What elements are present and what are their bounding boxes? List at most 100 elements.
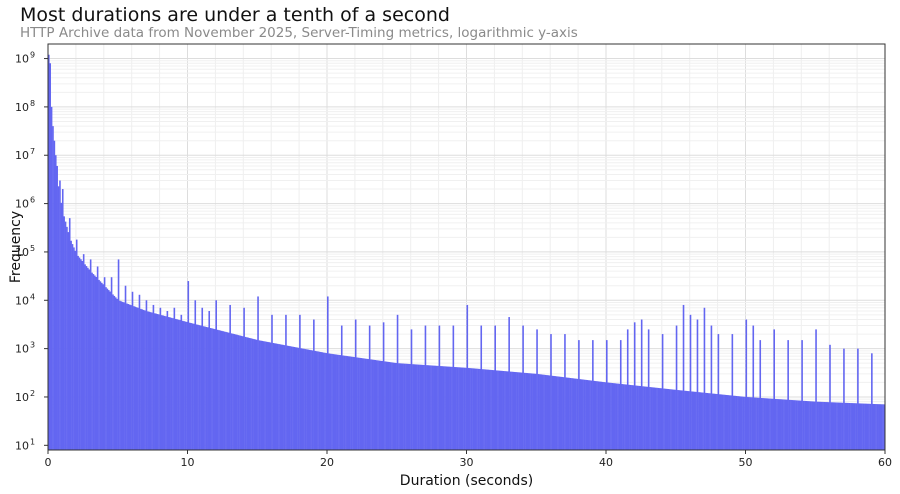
histogram-bar <box>381 361 383 450</box>
histogram-bar <box>141 309 144 450</box>
histogram-bar <box>822 401 824 450</box>
histogram-bar <box>571 378 573 450</box>
histogram-bar <box>661 334 664 450</box>
histogram-bar <box>724 394 727 450</box>
histogram-bar <box>776 399 778 450</box>
histogram-bar <box>785 399 788 450</box>
histogram-bar <box>174 318 177 450</box>
histogram-bar <box>686 391 689 450</box>
histogram-bar <box>783 399 785 450</box>
histogram-bar <box>320 351 322 450</box>
histogram-bar <box>672 389 675 450</box>
histogram-bar <box>325 353 328 450</box>
histogram-bar <box>303 348 305 450</box>
histogram-bar <box>273 343 276 450</box>
histogram-bar <box>378 360 381 450</box>
histogram-bar <box>772 398 774 450</box>
histogram-bar <box>555 376 558 450</box>
histogram-bar <box>324 352 326 450</box>
histogram-bar <box>428 365 431 450</box>
histogram-bar <box>279 344 282 450</box>
histogram-bar <box>497 370 499 450</box>
histogram-bar <box>612 383 615 450</box>
histogram-bar <box>299 314 301 450</box>
histogram-bar <box>522 325 524 450</box>
histogram-bar <box>559 376 562 450</box>
y-tick-label: 10 <box>15 343 29 356</box>
histogram-bar <box>181 320 184 450</box>
histogram-bar <box>600 381 603 450</box>
histogram-bar <box>421 364 424 450</box>
y-tick-exponent: 4 <box>30 292 35 301</box>
histogram-bar <box>576 378 579 450</box>
histogram-bar <box>465 367 467 450</box>
histogram-bar <box>546 375 548 450</box>
histogram-bar <box>223 331 226 450</box>
x-tick-label: 10 <box>181 456 195 469</box>
histogram-bar <box>818 401 820 450</box>
histogram-bar <box>834 402 837 450</box>
histogram-bar <box>805 400 808 450</box>
histogram-bar <box>124 285 127 450</box>
histogram-bar <box>607 382 609 450</box>
histogram-bar <box>646 386 649 450</box>
histogram-bar <box>328 353 330 450</box>
histogram-bar <box>137 307 139 450</box>
histogram-bar <box>621 384 623 450</box>
histogram-bar <box>151 312 153 450</box>
histogram-bar <box>718 394 721 450</box>
histogram-bars <box>48 54 886 451</box>
histogram-bar <box>459 367 462 450</box>
histogram-bar <box>98 279 100 450</box>
histogram-bar <box>271 314 273 450</box>
histogram-bar <box>289 346 291 450</box>
histogram-bar <box>534 373 537 450</box>
histogram-bar <box>406 363 409 450</box>
histogram-bar <box>811 401 813 450</box>
histogram-bar <box>580 379 583 450</box>
histogram-bar <box>660 388 662 450</box>
histogram-bar <box>671 389 674 450</box>
x-axis-title: Duration (seconds) <box>400 473 533 489</box>
histogram-bar <box>417 364 420 450</box>
histogram-bar <box>732 395 735 450</box>
histogram-bar <box>173 307 176 450</box>
histogram-bar <box>813 401 816 450</box>
histogram-bar <box>103 277 106 450</box>
histogram-bar <box>361 358 364 450</box>
histogram-bar <box>843 348 845 450</box>
histogram-bar <box>342 355 344 450</box>
histogram-bar <box>251 338 254 450</box>
histogram-bar <box>109 291 111 450</box>
histogram-bar <box>635 385 637 450</box>
histogram-bar <box>594 381 597 450</box>
histogram-bar <box>508 317 510 450</box>
histogram-bar <box>880 404 883 450</box>
histogram-bar <box>412 364 414 450</box>
histogram-bar <box>321 352 324 450</box>
histogram-bar <box>462 367 464 450</box>
histogram-bar <box>758 397 760 450</box>
histogram-bar <box>469 368 471 450</box>
histogram-bar <box>470 368 473 450</box>
histogram-bar <box>523 372 526 450</box>
histogram-bar <box>762 398 764 450</box>
histogram-bar <box>399 363 402 450</box>
histogram-bar <box>250 338 252 450</box>
histogram-bar <box>162 315 164 450</box>
histogram-bar <box>506 371 509 450</box>
histogram-bar <box>294 347 297 450</box>
histogram-bar <box>396 314 399 450</box>
histogram-bar <box>494 325 496 450</box>
histogram-bar <box>368 325 371 450</box>
histogram-bar <box>239 335 241 450</box>
histogram-bar <box>160 315 163 450</box>
histogram-bar <box>795 400 798 450</box>
histogram-bar <box>158 314 160 450</box>
histogram-bar <box>188 322 191 450</box>
histogram-bar <box>558 376 561 450</box>
histogram-bar <box>315 351 318 450</box>
histogram-bar <box>573 378 576 450</box>
histogram-bar <box>716 394 718 450</box>
